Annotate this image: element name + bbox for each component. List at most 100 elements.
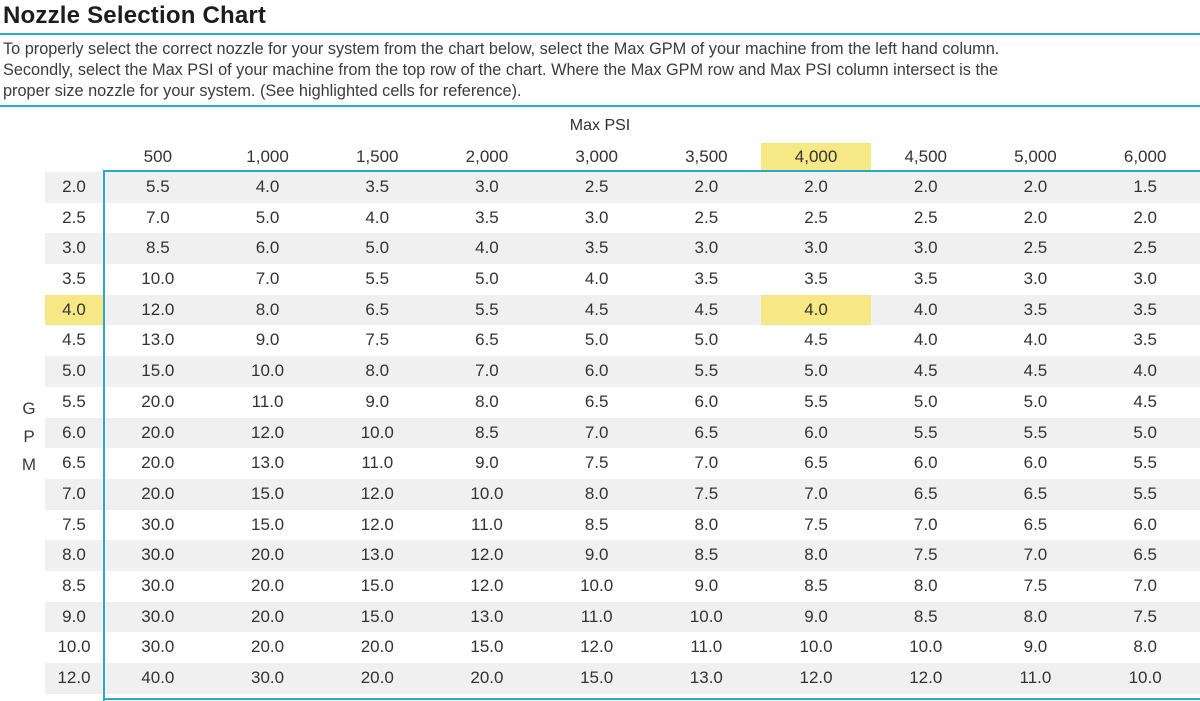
- nozzle-size-cell: 7.0: [1133, 575, 1157, 595]
- nozzle-size-cell: 4.0: [1023, 330, 1048, 350]
- nozzle-size-cell: 15.0: [212, 478, 323, 510]
- nozzle-size-cell: 7.0: [432, 356, 542, 387]
- nozzle-size-cell: 7.5: [584, 453, 609, 473]
- gpm-row-label: 9.0: [45, 601, 103, 633]
- nozzle-size-cell: 3.0: [1133, 269, 1157, 289]
- table-left-border: [103, 172, 105, 701]
- nozzle-size-cell: 3.5: [475, 207, 499, 227]
- nozzle-size-cell: 10.0: [651, 601, 762, 633]
- gpm-row-label: 8.0: [45, 540, 103, 571]
- nozzle-size-cell: 4.0: [584, 269, 609, 289]
- nozzle-size-cell: 8.0: [913, 575, 938, 595]
- nozzle-size-cell: 20.0: [212, 540, 323, 571]
- psi-header-cell: 4,000: [761, 143, 871, 172]
- nozzle-size-cell: 11.0: [690, 637, 723, 657]
- nozzle-size-cell: 7.0: [694, 453, 719, 473]
- nozzle-size-cell: 3.5: [980, 294, 1091, 326]
- nozzle-size-cell: 5.5: [365, 269, 390, 289]
- nozzle-size-cell: 8.0: [212, 294, 323, 326]
- nozzle-size-cell: 6.5: [870, 478, 981, 510]
- nozzle-size-cell: 2.0: [1133, 207, 1157, 227]
- nozzle-size-cell: 3.0: [651, 233, 762, 265]
- nozzle-size-cell: 9.0: [255, 330, 280, 350]
- nozzle-size-cell: 10.0: [432, 478, 542, 510]
- nozzle-size-cell: 30.0: [141, 575, 175, 595]
- nozzle-size-cell: 9.0: [475, 453, 499, 473]
- nozzle-size-cell: 4.0: [365, 207, 390, 227]
- nozzle-size-cell: 6.5: [651, 417, 762, 449]
- gpm-axis-letter: G: [22, 399, 36, 418]
- nozzle-size-cell: 8.0: [1133, 637, 1157, 657]
- nozzle-size-cell: 6.0: [761, 417, 871, 449]
- nozzle-size-cell: 2.0: [980, 172, 1091, 203]
- nozzle-size-cell: 13.0: [651, 663, 762, 694]
- nozzle-size-cell: 6.0: [1133, 514, 1157, 534]
- nozzle-size-cell: 7.0: [913, 514, 938, 534]
- nozzle-size-cell: 3.5: [322, 172, 433, 203]
- nozzle-size-cell: 6.0: [694, 391, 719, 411]
- nozzle-size-cell: 3.0: [432, 172, 542, 203]
- table-corner-cell: [45, 143, 103, 172]
- nozzle-size-cell: 5.0: [1090, 417, 1200, 449]
- nozzle-size-cell: 7.5: [1023, 575, 1048, 595]
- nozzle-size-cell: 7.5: [651, 478, 762, 510]
- gpm-row-label: 4.0: [45, 294, 103, 326]
- nozzle-size-cell: 12.0: [870, 663, 981, 694]
- nozzle-size-cell: 15.0: [470, 637, 504, 657]
- nozzle-size-cell: 3.5: [694, 269, 719, 289]
- nozzle-size-cell: 2.5: [694, 207, 719, 227]
- nozzle-size-cell: 20.0: [103, 478, 213, 510]
- nozzle-size-cell: 6.5: [322, 294, 433, 326]
- nozzle-size-cell: 5.0: [694, 330, 719, 350]
- nozzle-size-cell: 2.5: [1090, 233, 1200, 265]
- gpm-row-label: 7.0: [45, 478, 103, 510]
- nozzle-size-cell: 4.0: [870, 294, 981, 326]
- nozzle-size-cell: 20.0: [322, 663, 433, 694]
- nozzle-size-cell: 3.0: [761, 233, 871, 265]
- nozzle-size-cell: 3.5: [804, 269, 828, 289]
- gpm-row-label: 12.0: [45, 663, 103, 694]
- nozzle-size-cell: 12.0: [432, 540, 542, 571]
- nozzle-size-cell: 30.0: [212, 663, 323, 694]
- description-divider: [0, 105, 1200, 107]
- nozzle-size-cell: 8.5: [432, 417, 542, 449]
- nozzle-size-cell: 5.5: [1090, 478, 1200, 510]
- nozzle-size-cell: 9.0: [1023, 637, 1048, 657]
- nozzle-size-cell: 5.5: [1133, 453, 1157, 473]
- nozzle-size-cell: 5.5: [804, 391, 828, 411]
- nozzle-size-cell: 20.0: [212, 601, 323, 633]
- nozzle-size-cell: 2.5: [804, 207, 828, 227]
- description: To properly select the correct nozzle fo…: [0, 35, 1200, 105]
- nozzle-size-cell: 20.0: [141, 391, 175, 411]
- nozzle-size-cell: 3.0: [1023, 269, 1048, 289]
- nozzle-size-cell: 20.0: [250, 575, 285, 595]
- nozzle-size-cell: 12.0: [761, 663, 871, 694]
- nozzle-size-cell: 20.0: [432, 663, 542, 694]
- gpm-axis-letter: M: [21, 455, 37, 474]
- nozzle-size-cell: 12.0: [322, 478, 433, 510]
- nozzle-size-cell: 7.0: [980, 540, 1091, 571]
- nozzle-size-cell: 13.0: [432, 601, 542, 633]
- nozzle-size-cell: 10.0: [322, 417, 433, 449]
- psi-header-cell: 3,000: [541, 143, 652, 172]
- nozzle-size-cell: 10.0: [1090, 663, 1200, 694]
- gpm-row-label: 2.5: [62, 207, 86, 227]
- max-psi-axis-label: Max PSI: [569, 117, 631, 134]
- gpm-row-label: 3.5: [62, 269, 86, 289]
- nozzle-size-cell: 5.0: [584, 330, 609, 350]
- nozzle-size-cell: 3.5: [1090, 294, 1200, 326]
- nozzle-size-cell: 30.0: [141, 514, 175, 534]
- nozzle-size-cell: 1.5: [1090, 172, 1200, 203]
- nozzle-size-cell: 6.5: [584, 391, 609, 411]
- nozzle-size-cell: 4.5: [804, 330, 828, 350]
- nozzle-size-cell: 9.0: [541, 540, 652, 571]
- nozzle-grid: 500 1,000 1,500 2,000 3,000 3,500 4,000 4,500 5,…: [45, 143, 1200, 694]
- nozzle-size-cell: 2.5: [541, 172, 652, 203]
- nozzle-size-cell: 6.0: [913, 453, 938, 473]
- nozzle-size-cell: 40.0: [103, 663, 213, 694]
- nozzle-size-cell: 6.5: [980, 478, 1091, 510]
- nozzle-size-cell: 11.0: [541, 601, 652, 633]
- nozzle-size-cell: 5.5: [651, 356, 762, 387]
